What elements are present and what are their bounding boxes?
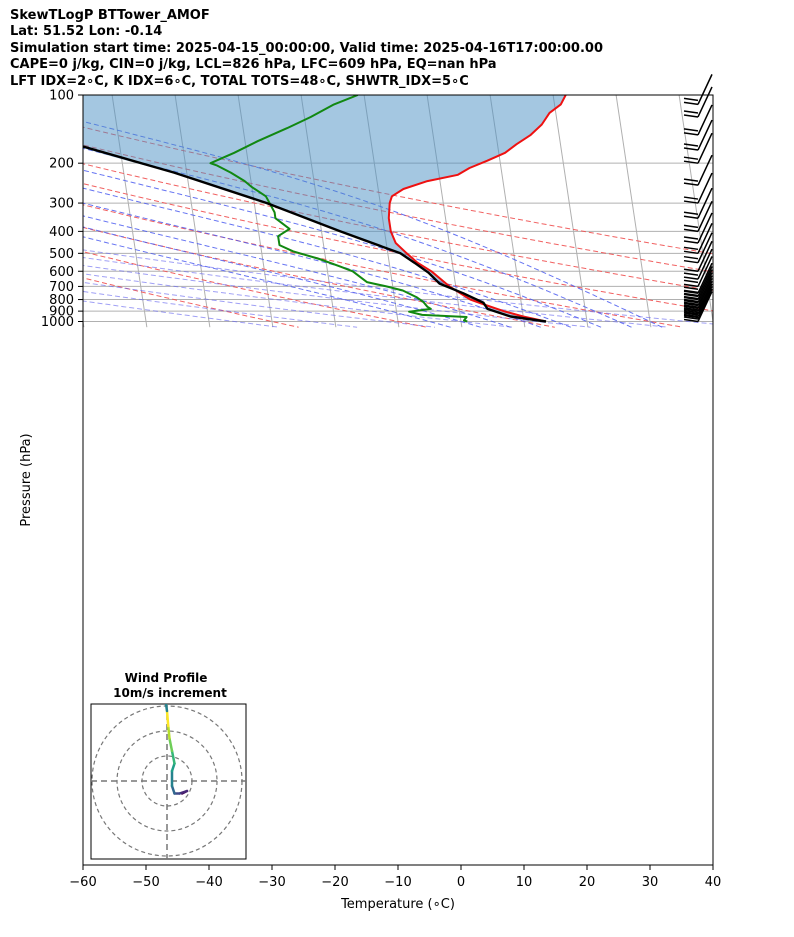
x-tick-label: −40	[195, 875, 222, 890]
mixing-ratio-line	[83, 300, 280, 328]
wind-barb	[683, 201, 713, 233]
wind-barb	[683, 132, 713, 164]
wind-barb	[683, 278, 713, 310]
wind-barb	[683, 286, 713, 318]
y-tick-label: 1000	[41, 315, 74, 330]
indices-line-2: LFT IDX=2∘C, K IDX=6∘C, TOTAL TOTS=48∘C,…	[10, 73, 469, 89]
hodograph-segment	[170, 749, 176, 765]
wind-barb	[683, 291, 713, 323]
hodograph-segment	[178, 789, 189, 795]
moist-adiabat	[83, 169, 602, 328]
mixing-ratio-line	[83, 290, 358, 328]
cin-shading	[83, 95, 566, 322]
dry-adiabat	[83, 226, 555, 328]
y-tick-label: 800	[49, 293, 74, 308]
hodograph-segment	[165, 709, 170, 728]
hodograph-subtitle: 10m/s increment	[113, 686, 227, 700]
moist-adiabat	[83, 226, 481, 328]
temperature-line	[387, 95, 567, 323]
wind-barb	[683, 172, 713, 204]
wind-barb	[683, 288, 713, 320]
hodograph-title: Wind Profile	[125, 671, 208, 685]
dry-adiabat	[83, 251, 427, 328]
moist-adiabat	[83, 187, 571, 328]
x-tick-label: 40	[705, 875, 722, 890]
parcel-line	[83, 145, 547, 323]
mixing-ratio-line	[83, 281, 435, 328]
wind-barb	[683, 248, 713, 280]
wind-barb	[683, 283, 713, 315]
location-line: Lat: 51.52 Lon: -0.14	[10, 24, 163, 40]
dry-adiabat	[83, 204, 684, 328]
wind-barb	[683, 280, 713, 312]
x-tick-label: −30	[258, 875, 285, 890]
x-tick-label: 0	[457, 875, 465, 890]
chart-header: SkewTLogP BTTower_AMOF Lat: 51.52 Lon: -…	[10, 8, 603, 90]
isotherm-line	[552, 95, 589, 328]
hodograph-segment	[170, 762, 176, 773]
wind-barb	[683, 119, 713, 151]
wind-barb	[683, 275, 713, 307]
wind-barb	[683, 272, 713, 304]
dry-adiabat	[83, 144, 713, 273]
wind-barb	[683, 154, 713, 186]
hodograph-segment	[168, 737, 174, 753]
wind-barb	[683, 232, 713, 264]
mixing-ratio-line	[83, 249, 713, 325]
y-tick-label: 400	[49, 225, 74, 240]
y-axis-label: Pressure (hPa)	[19, 433, 34, 526]
wind-barb	[683, 212, 713, 244]
x-tick-label: −10	[384, 875, 411, 890]
x-tick-label: −60	[69, 875, 96, 890]
x-tick-label: −50	[132, 875, 159, 890]
isotherm-line	[615, 95, 652, 328]
y-tick-label: 600	[49, 265, 74, 280]
wind-barb	[683, 269, 713, 301]
time-line: Simulation start time: 2025-04-15_00:00:…	[10, 40, 603, 56]
y-tick-label: 700	[49, 280, 74, 295]
x-tick-label: 20	[579, 875, 596, 890]
wind-barb	[683, 240, 713, 272]
wind-barb	[683, 262, 713, 294]
wind-barb	[683, 266, 713, 298]
isotherm-line	[0, 95, 21, 327]
dewpoint-line	[209, 95, 468, 323]
wind-barb	[683, 256, 713, 288]
isotherm-line	[742, 95, 777, 327]
y-tick-label: 200	[49, 157, 74, 172]
hodograph-segment	[170, 784, 176, 795]
x-tick-label: 10	[516, 875, 533, 890]
x-tick-label: −20	[321, 875, 348, 890]
x-axis-label: Temperature (∘C)	[340, 897, 455, 912]
y-tick-label: 500	[49, 247, 74, 262]
x-tick-label: 30	[642, 875, 659, 890]
y-tick-label: 300	[49, 197, 74, 212]
wind-barb	[683, 104, 713, 136]
wind-barb	[683, 187, 713, 219]
wind-barb	[683, 222, 713, 255]
y-tick-label: 100	[49, 89, 74, 104]
chart-title: SkewTLogP BTTower_AMOF	[10, 8, 210, 23]
hodograph-segment	[164, 704, 169, 713]
mixing-ratio-line	[83, 264, 591, 328]
dry-adiabat	[83, 163, 713, 292]
wind-barb	[683, 74, 713, 106]
wind-barb	[683, 86, 713, 118]
hodograph-segment	[167, 724, 171, 740]
y-tick-label: 900	[49, 305, 74, 320]
indices-line-1: CAPE=0 j/kg, CIN=0 j/kg, LCL=826 hPa, LF…	[10, 57, 497, 73]
